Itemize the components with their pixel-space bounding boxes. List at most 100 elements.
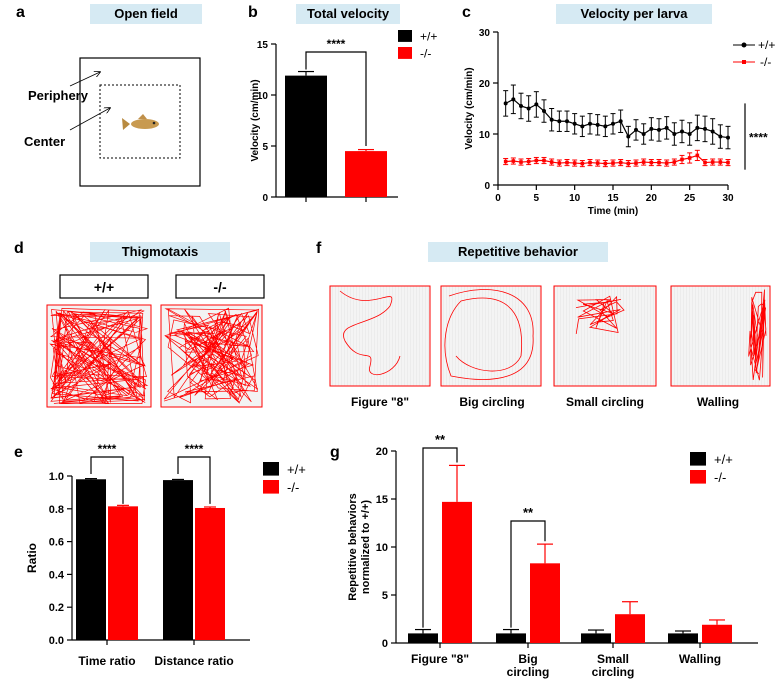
x-tick-label: Distance ratio — [154, 654, 233, 668]
y-tick-label: 10 — [257, 91, 269, 102]
point-wt — [726, 135, 730, 140]
periphery-label: Periphery — [28, 88, 89, 103]
y-tick-label: 1.0 — [49, 471, 64, 483]
significance-bracket — [510, 520, 546, 628]
legend-swatch-wt — [398, 30, 412, 42]
point-ko — [680, 157, 684, 162]
point-wt — [618, 119, 623, 124]
bar-ko — [530, 563, 560, 643]
y-tick-label: 5 — [382, 590, 388, 602]
significance-stars: **** — [327, 37, 346, 51]
bar-wt — [408, 633, 438, 643]
zebrafish-icon — [122, 114, 159, 130]
repetitive-behavior-panel: Figure "8" Big circling Small circling W… — [329, 285, 771, 409]
panel-letter-c: c — [462, 4, 471, 21]
point-wt — [588, 121, 592, 126]
periphery-arrow — [69, 72, 100, 87]
legend-swatch-ko — [263, 480, 279, 494]
panel-letter-a: a — [16, 4, 25, 21]
point-ko — [542, 158, 546, 163]
legend-label-wt: +/+ — [287, 462, 306, 477]
bar-ko — [345, 151, 387, 197]
point-ko — [718, 160, 723, 164]
open-field-diagram: Periphery Center — [24, 57, 201, 187]
point-ko — [611, 161, 615, 165]
point-wt — [710, 129, 715, 134]
x-tick-label: Small circling — [592, 652, 635, 679]
point-wt — [519, 103, 523, 108]
example-label-small-circling: Small circling — [566, 395, 644, 409]
point-ko — [603, 161, 608, 166]
arena-border — [329, 285, 431, 387]
example-label-walling: Walling — [697, 395, 739, 409]
y-tick-label: 15 — [257, 40, 269, 51]
point-wt — [718, 134, 723, 139]
point-wt — [641, 132, 646, 136]
y-tick-label: 0 — [262, 193, 268, 204]
chart-repetitive-behaviors: 0 5 10 15 20 Repetitive behaviorsnormalized t… — [347, 432, 758, 679]
legend-swatch-wt — [690, 452, 706, 466]
point-wt — [687, 132, 692, 136]
arena-center-square — [99, 84, 181, 159]
x-tick-label: 10 — [569, 193, 581, 204]
x-tick-label: 0 — [495, 193, 501, 204]
trace-figure-8 — [329, 285, 431, 387]
bar-wt — [581, 633, 611, 643]
y-tick-label: 0.6 — [49, 537, 64, 549]
y-tick-label: 0.4 — [49, 569, 65, 581]
legend-label-wt: +/+ — [758, 38, 775, 52]
significance-bracket — [305, 51, 367, 146]
trace-walling — [670, 285, 771, 387]
point-wt — [649, 126, 654, 131]
bar-wt — [496, 633, 526, 643]
point-ko — [572, 161, 577, 165]
legend-label-ko: -/- — [287, 480, 299, 495]
point-ko — [519, 160, 523, 164]
y-tick-label: 0 — [382, 638, 388, 650]
significance-stars: **** — [185, 442, 204, 456]
point-wt — [703, 126, 707, 131]
trace-big-circling — [440, 285, 542, 387]
trajectory-path — [748, 289, 767, 381]
bar-ko — [108, 506, 138, 640]
point-ko — [726, 160, 730, 165]
legend-marker-wt — [741, 42, 747, 48]
significance-bracket — [90, 456, 124, 504]
trajectory-trace-wt — [46, 304, 152, 408]
point-wt — [526, 106, 531, 111]
trajectory-path — [49, 308, 149, 405]
point-wt — [664, 125, 669, 130]
point-wt — [542, 109, 546, 114]
point-wt — [572, 121, 577, 126]
panel-title-d: Thigmotaxis — [90, 242, 230, 262]
point-wt — [534, 102, 539, 107]
panel-letter-d: d — [14, 240, 24, 257]
point-ko — [595, 161, 600, 165]
y-tick-label: 0.0 — [49, 635, 64, 647]
point-wt — [680, 129, 684, 134]
y-axis-label: Velocity (cm/min) — [464, 67, 475, 149]
point-wt — [611, 121, 615, 126]
point-ko — [703, 160, 707, 165]
point-ko — [649, 160, 654, 165]
trajectory-path — [339, 290, 401, 375]
point-ko — [664, 161, 669, 165]
point-wt — [595, 122, 600, 127]
center-label: Center — [24, 134, 65, 149]
bar-wt — [285, 75, 327, 197]
series-line-wt — [505, 98, 729, 139]
legend-swatch-wt — [263, 462, 279, 476]
point-ko — [557, 161, 562, 165]
panel-title-f: Repetitive behavior — [428, 242, 608, 262]
x-tick-label: Walling — [679, 652, 721, 666]
x-tick-label: Big circling — [507, 652, 550, 679]
legend-label-ko: -/- — [760, 55, 771, 69]
point-ko — [503, 159, 508, 164]
y-tick-label: 0 — [484, 181, 490, 192]
genotype-box-wt — [59, 274, 149, 299]
x-tick-label: 20 — [646, 193, 658, 204]
legend-swatch-ko — [398, 47, 412, 59]
legend-marker-ko — [742, 60, 746, 64]
arena-outer-square — [79, 57, 201, 187]
panel-title-a: Open field — [90, 4, 202, 24]
